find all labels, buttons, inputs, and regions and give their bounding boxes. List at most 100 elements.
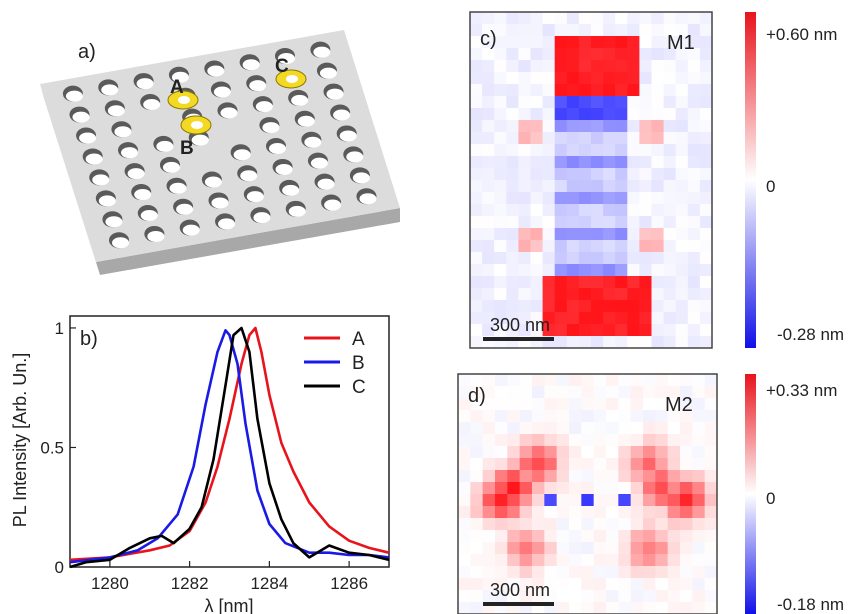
air-hole-inner [352, 172, 370, 184]
map-pixel [507, 470, 521, 483]
map-pixel [544, 518, 558, 531]
map-pixel [618, 446, 632, 459]
map-pixel [699, 108, 713, 121]
map-pixel [458, 566, 471, 579]
map-pixel [655, 470, 669, 483]
map-pixel [542, 72, 556, 85]
map-pixel [675, 336, 689, 349]
map-pixel [643, 458, 656, 471]
map-pixel [675, 240, 689, 253]
map-pixel [542, 324, 556, 337]
air-hole-inner [333, 109, 351, 121]
map-pixel [470, 264, 483, 277]
cavity-label: A [170, 77, 184, 98]
map-pixel [687, 240, 701, 253]
map-pixel [519, 458, 533, 471]
map-pixel [593, 470, 607, 483]
map-pixel [675, 120, 689, 133]
map-pixel [519, 506, 533, 519]
map-pixel [663, 96, 677, 109]
map-pixel [687, 264, 701, 277]
air-hole-inner [191, 134, 209, 146]
map-pixel [630, 506, 644, 519]
map-pixel [692, 410, 706, 423]
map-pixel [606, 506, 619, 519]
map-pixel [506, 132, 519, 145]
map-pixel [643, 410, 656, 423]
map-pixel [470, 228, 483, 241]
map-pixel [699, 336, 713, 349]
map-pixel [680, 590, 693, 603]
map-pixel [627, 300, 640, 313]
map-pixel [663, 240, 677, 253]
map-pixel [494, 48, 507, 61]
map-pixel [566, 240, 580, 253]
map-pixel [507, 398, 521, 411]
air-hole-inner [255, 101, 273, 113]
map-pixel [639, 12, 652, 25]
map-pixel [643, 554, 656, 567]
map-pixel [627, 132, 640, 145]
map-pixel [603, 324, 616, 337]
map-pixel [569, 530, 582, 543]
map-pixel [519, 578, 533, 591]
map-pixel [495, 554, 508, 567]
map-pixel [532, 542, 545, 555]
map-pixel [687, 120, 701, 133]
map-pixel [680, 566, 693, 579]
map-pixel [470, 324, 483, 337]
map-pixel [482, 446, 496, 459]
map-pixel [556, 422, 570, 435]
map-pixel [581, 422, 595, 435]
map-pixel [495, 434, 508, 447]
series-line-B [69, 328, 390, 564]
map-pixel [569, 566, 582, 579]
map-pixel [663, 312, 677, 325]
map-pixel [606, 590, 619, 603]
map-pixel [482, 566, 496, 579]
map-pixel [458, 506, 471, 519]
map-pixel [655, 458, 669, 471]
map-pixel [494, 276, 507, 289]
map-pixel [506, 168, 519, 181]
map-pixel [458, 446, 471, 459]
map-pixel [615, 24, 628, 37]
map-pixel [699, 12, 713, 25]
map-pixel [482, 12, 495, 25]
map-pixel [494, 12, 507, 25]
map-pixel [655, 506, 669, 519]
map-pixel [593, 386, 607, 399]
map-pixel [667, 374, 681, 387]
map-pixel [627, 336, 640, 349]
map-pixel [578, 180, 592, 193]
map-pixel [569, 386, 582, 399]
map-pixel [603, 108, 616, 121]
map-pixel [651, 60, 664, 73]
map-pixel [687, 204, 701, 217]
map-pixel [675, 300, 689, 313]
map-pixel [663, 24, 677, 37]
map-pixel [615, 300, 628, 313]
map-pixel [507, 506, 521, 519]
map-pixel [699, 144, 713, 157]
air-hole-inner [143, 99, 161, 111]
map-pixel [530, 288, 543, 301]
map-pixel [556, 374, 570, 387]
map-pixel [655, 410, 669, 423]
map-pixel [591, 12, 604, 25]
map-pixel [569, 518, 582, 531]
map-pixel [578, 216, 592, 229]
map-pixel [655, 602, 669, 614]
map-pixel [518, 228, 531, 241]
map-pixel [494, 312, 507, 325]
map-pixel [630, 446, 644, 459]
map-pixel [482, 156, 495, 169]
scalebar-label: 300 nm [490, 315, 550, 335]
map-pixel [591, 168, 604, 181]
map-pixel [655, 566, 669, 579]
map-pixel [532, 422, 545, 435]
map-pixel [495, 530, 508, 543]
air-hole-inner [204, 176, 222, 188]
map-pixel [663, 264, 677, 277]
map-pixel [566, 144, 580, 157]
